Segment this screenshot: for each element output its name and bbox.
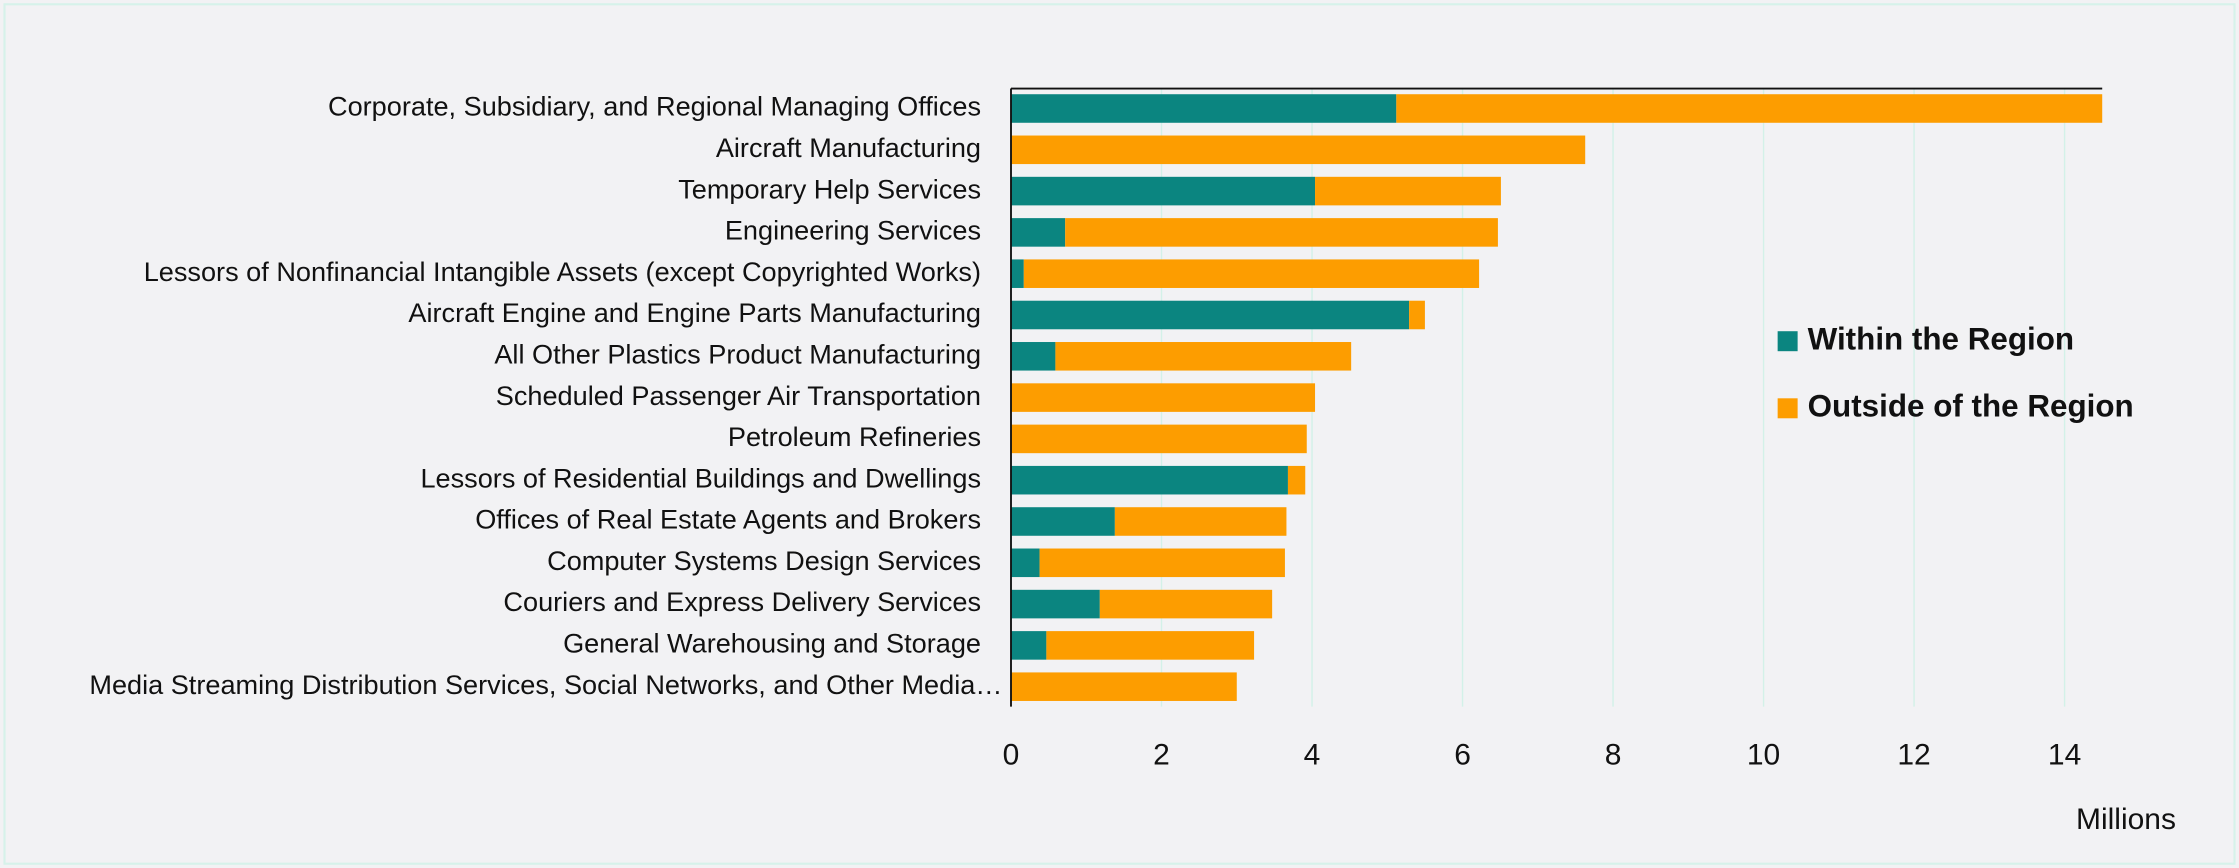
bar-segment: [1023, 259, 1480, 288]
bar-segment: [1046, 631, 1255, 660]
legend-label: Outside of the Region: [1808, 389, 2134, 424]
bar-segment: [1011, 259, 1024, 288]
bar-segment: [1287, 465, 1306, 495]
y-tick-label: General Warehousing and Storage: [563, 628, 981, 659]
bar-segment: [1011, 135, 1586, 165]
y-tick-label: Lessors of Nonfinancial Intangible Asset…: [144, 256, 981, 287]
x-tick-label: 4: [1304, 739, 1321, 772]
x-tick-label: 14: [2048, 739, 2081, 772]
legend-swatch: [1777, 331, 1798, 352]
y-tick-label: Temporary Help Services: [678, 173, 981, 204]
bar-segment: [1039, 548, 1285, 578]
x-tick-label: 2: [1153, 739, 1170, 772]
bar-segment: [1065, 218, 1498, 247]
x-tick-label: 8: [1605, 739, 1622, 772]
y-tick-label: Computer Systems Design Services: [547, 545, 981, 576]
y-tick-label: Media Streaming Distribution Services, S…: [89, 669, 1002, 700]
y-tick-label: Couriers and Express Delivery Services: [503, 586, 981, 617]
y-tick-label: All Other Plastics Product Manufacturing: [494, 338, 981, 369]
y-tick-label: Lessors of Residential Buildings and Dwe…: [420, 462, 981, 493]
bar-segment: [1011, 218, 1066, 247]
bar-segment: [1396, 94, 2103, 123]
bar-segment: [1011, 465, 1288, 495]
x-tick-label: 0: [1003, 739, 1020, 772]
x-tick-label: 10: [1747, 739, 1780, 772]
bar-segment: [1011, 631, 1047, 660]
x-axis-label: Millions: [2076, 803, 2176, 836]
bar-segment: [1011, 507, 1115, 536]
bar-segment: [1011, 300, 1410, 330]
x-tick-label: 6: [1454, 739, 1471, 772]
y-tick-label: Corporate, Subsidiary, and Regional Mana…: [328, 91, 981, 122]
y-tick-label: Scheduled Passenger Air Transportation: [496, 380, 981, 411]
legend-label: Within the Region: [1808, 322, 2075, 357]
bar-segment: [1099, 589, 1273, 619]
y-tick-label: Aircraft Engine and Engine Parts Manufac…: [408, 297, 981, 328]
legend-swatch: [1777, 398, 1798, 419]
bar-segment: [1409, 300, 1425, 330]
bar-segment: [1114, 507, 1287, 536]
bar-segment: [1055, 342, 1352, 371]
bar-segment: [1011, 672, 1237, 701]
bar-segment: [1011, 94, 1397, 123]
y-tick-label: Aircraft Manufacturing: [716, 132, 981, 163]
x-tick-label: 12: [1897, 739, 1930, 772]
bar-segment: [1011, 548, 1040, 578]
bar-segment: [1315, 176, 1501, 206]
y-tick-label: Engineering Services: [725, 215, 981, 246]
bar-segment: [1011, 342, 1056, 371]
y-tick-label: Petroleum Refineries: [728, 421, 981, 452]
y-tick-label: Offices of Real Estate Agents and Broker…: [475, 504, 981, 535]
bar-segment: [1011, 383, 1316, 412]
bar-segment: [1011, 176, 1316, 206]
bar-segment: [1011, 424, 1307, 454]
bar-segment: [1011, 589, 1100, 619]
